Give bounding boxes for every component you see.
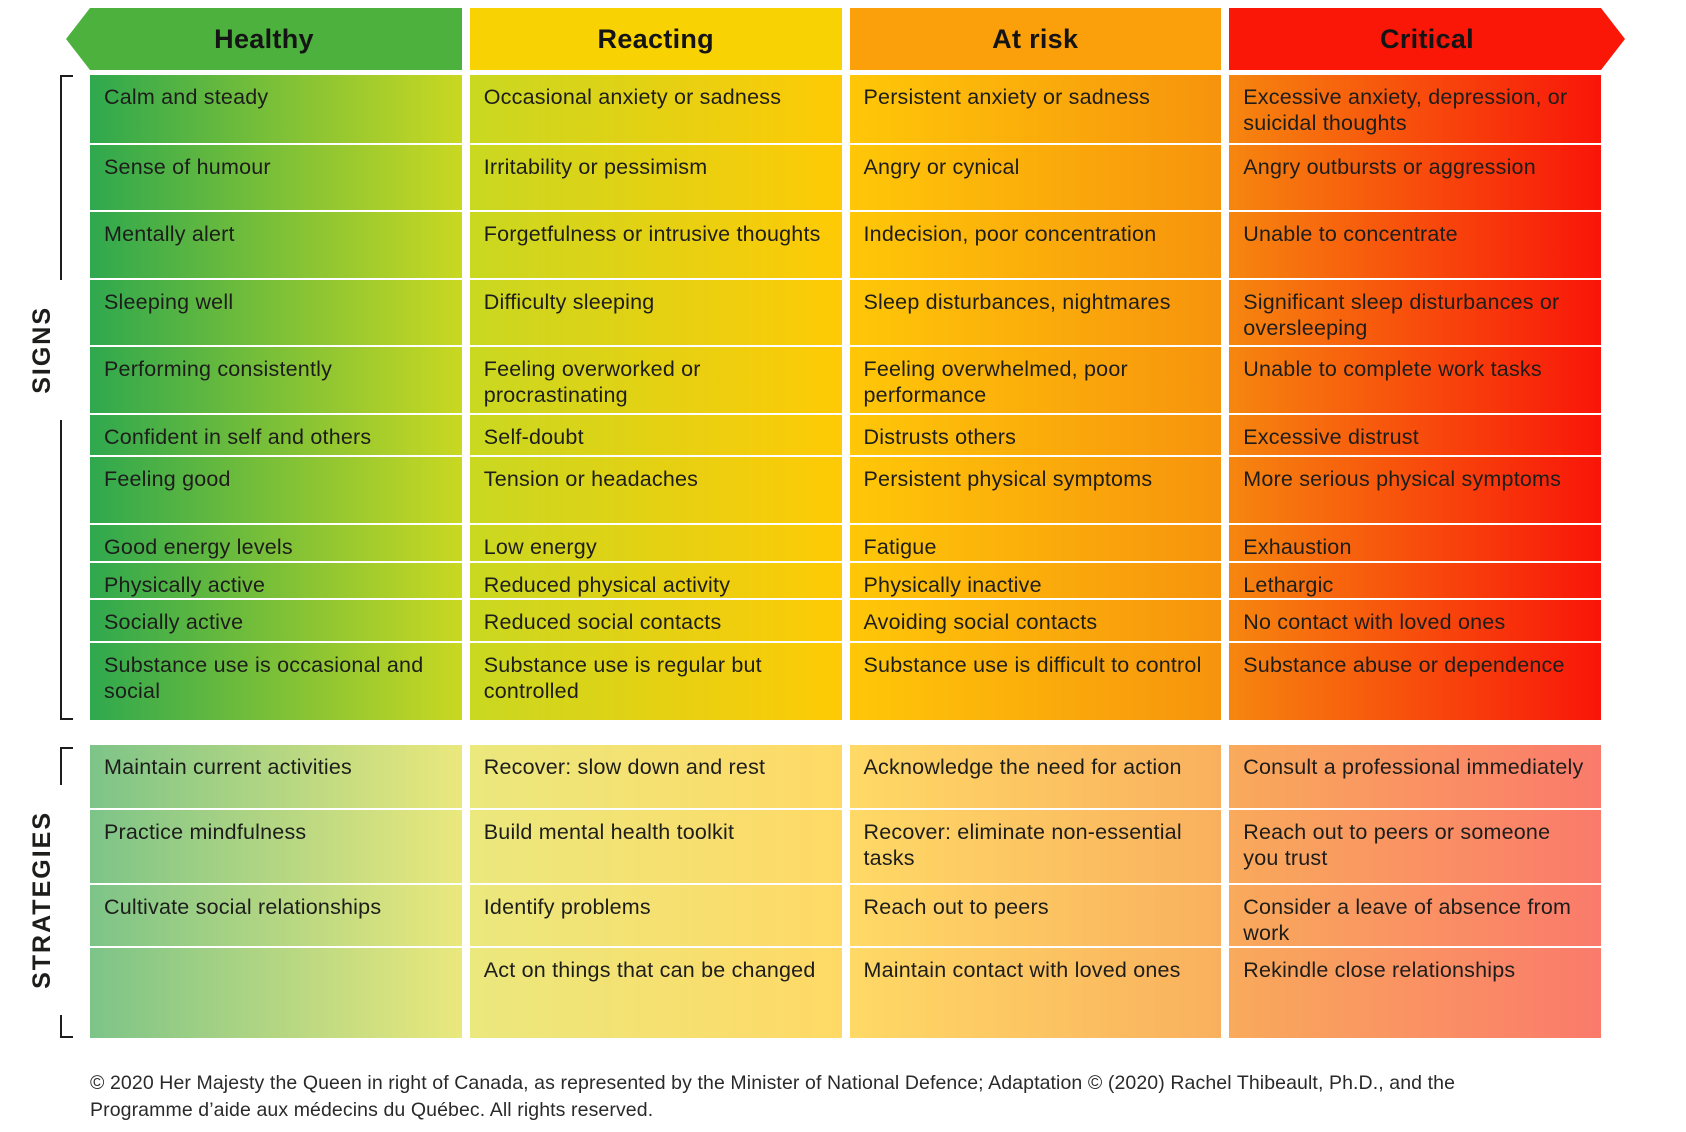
- table-cell: More serious physical symptoms: [1229, 457, 1601, 525]
- strategies-column-critical: Consult a professional immediately Reach…: [1229, 745, 1601, 1038]
- table-cell: Sleep disturbances, nightmares: [849, 280, 1222, 347]
- bracket-tick: [60, 718, 73, 720]
- header-healthy-label: Healthy: [214, 23, 314, 54]
- signs-column-critical: Excessive anxiety, depression, or suicid…: [1229, 75, 1601, 720]
- header-critical: Critical: [1229, 8, 1625, 70]
- strategies-bracket: [60, 747, 73, 1038]
- table-cell: Occasional anxiety or sadness: [469, 75, 842, 145]
- signs-column-reacting: Occasional anxiety or sadness Irritabili…: [469, 75, 842, 720]
- table-cell: Reach out to peers or someone you trust: [1229, 810, 1601, 885]
- table-cell: Mentally alert: [90, 212, 462, 280]
- table-cell: Physically active: [90, 563, 462, 600]
- table-cell: Tension or headaches: [469, 457, 842, 525]
- table-cell: Identify problems: [469, 885, 842, 948]
- table-cell: No contact with loved ones: [1229, 600, 1601, 643]
- table-cell: Excessive distrust: [1229, 415, 1601, 457]
- table-cell: Reduced physical activity: [469, 563, 842, 600]
- signs-column-at-risk: Persistent anxiety or sadness Angry or c…: [849, 75, 1222, 720]
- table-cell: Avoiding social contacts: [849, 600, 1222, 643]
- strategies-column-reacting: Recover: slow down and rest Build mental…: [469, 745, 842, 1038]
- table-cell: Good energy levels: [90, 525, 462, 563]
- table-cell: Irritability or pessimism: [469, 145, 842, 212]
- header-at-risk: At risk: [849, 8, 1221, 70]
- table-cell: Performing consistently: [90, 347, 462, 415]
- table-cell: Rekindle close relationships: [1243, 958, 1516, 982]
- bracket-line: [60, 420, 62, 720]
- table-cell: Significant sleep disturbances or oversl…: [1229, 280, 1601, 347]
- bracket-line: [60, 747, 62, 785]
- table-cell: Sense of humour: [90, 145, 462, 212]
- table-cell: Lethargic: [1229, 563, 1601, 600]
- table-cell: Practice mindfulness: [90, 810, 462, 885]
- header-reacting-label: Reacting: [597, 23, 714, 54]
- table-cell: Fatigue: [849, 525, 1222, 563]
- strategies-column-at-risk: Acknowledge the need for action Recover:…: [849, 745, 1222, 1038]
- bracket-tick: [60, 747, 73, 749]
- table-cell: Reach out to peers: [849, 885, 1222, 948]
- table-cell: Substance use is occasional and social: [104, 653, 424, 703]
- table-cell: Substance abuse or dependence: [1243, 653, 1565, 677]
- table-cell: Confident in self and others: [90, 415, 462, 457]
- table-cell: Low energy: [469, 525, 842, 563]
- table-cell: Exhaustion: [1229, 525, 1601, 563]
- table-cell: Persistent anxiety or sadness: [849, 75, 1222, 145]
- header-reacting: Reacting: [470, 8, 842, 70]
- header-healthy: Healthy: [66, 8, 462, 70]
- table-cell: Maintain contact with loved ones: [863, 958, 1181, 982]
- strategies-table: Maintain current activities Practice min…: [90, 745, 1601, 1038]
- table-cell: Excessive anxiety, depression, or suicid…: [1229, 75, 1601, 145]
- signs-table: Calm and steady Sense of humour Mentally…: [90, 75, 1601, 720]
- table-cell: Substance use is difficult to control: [863, 653, 1202, 677]
- table-cell: Consult a professional immediately: [1229, 745, 1601, 810]
- table-cell: Acknowledge the need for action: [849, 745, 1222, 810]
- table-cell: Build mental health toolkit: [469, 810, 842, 885]
- table-cell: Calm and steady: [90, 75, 462, 145]
- table-cell: Unable to complete work tasks: [1229, 347, 1601, 415]
- table-cell: Angry outbursts or aggression: [1229, 145, 1601, 212]
- table-cell: Sleeping well: [90, 280, 462, 347]
- table-cell: Persistent physical symptoms: [849, 457, 1222, 525]
- table-cell: [90, 948, 462, 1038]
- signs-section-label: SIGNS: [27, 306, 56, 394]
- table-cell: Act on things that can be changed: [483, 958, 816, 982]
- table-cell: Physically inactive: [849, 563, 1222, 600]
- strategies-section-label: STRATEGIES: [27, 811, 56, 989]
- copyright-notice: © 2020 Her Majesty the Queen in right of…: [90, 1072, 1456, 1121]
- table-cell: Forgetfulness or intrusive thoughts: [469, 212, 842, 280]
- table-cell: Unable to concentrate: [1229, 212, 1601, 280]
- table-cell: Feeling overwhelmed, poor performance: [849, 347, 1222, 415]
- table-cell: Indecision, poor concentration: [849, 212, 1222, 280]
- table-cell: Distrusts others: [849, 415, 1222, 457]
- table-cell: Reduced social contacts: [469, 600, 842, 643]
- signs-column-healthy: Calm and steady Sense of humour Mentally…: [90, 75, 462, 720]
- bracket-tick: [60, 75, 73, 77]
- bracket-line: [60, 1015, 62, 1038]
- table-cell: Recover: eliminate non-essential tasks: [849, 810, 1222, 885]
- table-cell: Difficulty sleeping: [469, 280, 842, 347]
- header-critical-label: Critical: [1380, 23, 1474, 54]
- bracket-tick: [60, 1036, 73, 1038]
- header-at-risk-label: At risk: [992, 23, 1079, 54]
- continuum-header: Healthy Reacting At risk Critical: [66, 8, 1625, 70]
- table-cell: Maintain current activities: [90, 745, 462, 810]
- table-cell: Cultivate social relationships: [90, 885, 462, 948]
- table-cell: Angry or cynical: [849, 145, 1222, 212]
- table-cell: Substance use is regular but controlled: [483, 653, 762, 703]
- strategies-column-healthy: Maintain current activities Practice min…: [90, 745, 462, 1038]
- table-cell: Recover: slow down and rest: [469, 745, 842, 810]
- table-cell: Self-doubt: [469, 415, 842, 457]
- signs-bracket: [60, 75, 73, 720]
- table-cell: Feeling overworked or procrastinating: [469, 347, 842, 415]
- table-cell: Consider a leave of absence from work: [1229, 885, 1601, 948]
- table-cell: Feeling good: [90, 457, 462, 525]
- bracket-line: [60, 75, 62, 280]
- table-cell: Socially active: [90, 600, 462, 643]
